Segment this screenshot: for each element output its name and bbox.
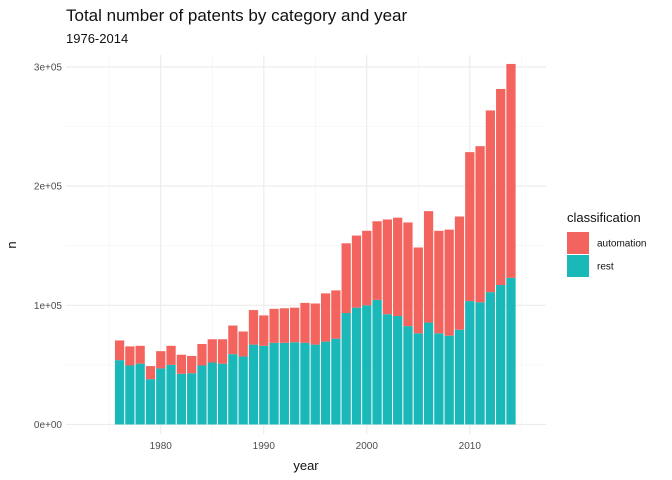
bar-rest-1987 bbox=[228, 354, 237, 424]
bar-rest-1996 bbox=[321, 342, 330, 425]
bar-automation-2004 bbox=[403, 222, 412, 326]
bar-automation-1985 bbox=[208, 339, 217, 362]
bar-rest-1976 bbox=[115, 360, 124, 424]
x-axis-title: year bbox=[293, 458, 319, 473]
bar-rest-1986 bbox=[218, 364, 227, 425]
bar-rest-1983 bbox=[187, 373, 196, 424]
y-tick-label: 2e+05 bbox=[34, 182, 63, 193]
y-tick-label: 1e+05 bbox=[34, 301, 63, 312]
bar-rest-1990 bbox=[259, 346, 268, 425]
y-tick-label: 0e+00 bbox=[34, 420, 63, 431]
chart-title: Total number of patents by category and … bbox=[66, 6, 407, 25]
bar-rest-2005 bbox=[414, 333, 423, 424]
bar-rest-1978 bbox=[136, 364, 145, 425]
legend-key-rest bbox=[567, 255, 589, 277]
chart-subtitle: 1976-2014 bbox=[66, 31, 128, 46]
x-tick-label: 1990 bbox=[253, 441, 276, 452]
bar-automation-2000 bbox=[362, 231, 371, 305]
bar-automation-1992 bbox=[280, 308, 289, 343]
bar-rest-2002 bbox=[383, 314, 392, 424]
bar-rest-1991 bbox=[269, 343, 278, 425]
bar-rest-2012 bbox=[486, 292, 495, 424]
bar-automation-1986 bbox=[218, 339, 227, 363]
bar-rest-1994 bbox=[300, 343, 309, 425]
bar-automation-1999 bbox=[352, 236, 361, 308]
y-axis-title: n bbox=[4, 241, 19, 248]
bar-rest-1982 bbox=[177, 374, 186, 425]
bar-rest-2003 bbox=[393, 316, 402, 424]
bar-rest-1988 bbox=[239, 357, 248, 425]
bar-rest-2010 bbox=[465, 301, 474, 424]
bar-automation-1990 bbox=[259, 315, 268, 345]
bar-automation-2008 bbox=[445, 230, 454, 336]
bar-automation-2003 bbox=[393, 218, 402, 316]
bar-automation-1988 bbox=[239, 332, 248, 357]
bar-automation-1987 bbox=[228, 326, 237, 355]
bar-automation-1996 bbox=[321, 293, 330, 341]
legend-key-automation bbox=[567, 232, 589, 254]
bar-automation-1980 bbox=[156, 351, 165, 368]
bar-automation-2006 bbox=[424, 211, 433, 322]
bar-automation-1991 bbox=[269, 309, 278, 343]
bar-automation-1976 bbox=[115, 340, 124, 360]
bar-automation-1995 bbox=[311, 303, 320, 344]
x-tick-label: 2000 bbox=[356, 441, 379, 452]
bar-rest-2001 bbox=[372, 300, 381, 425]
bar-rest-1999 bbox=[352, 308, 361, 425]
bar-rest-1989 bbox=[249, 345, 258, 425]
bar-automation-2011 bbox=[475, 146, 484, 302]
legend: classification automation rest bbox=[567, 210, 646, 277]
bar-rest-2006 bbox=[424, 323, 433, 425]
x-tick-label: 1980 bbox=[150, 441, 173, 452]
y-tick-label: 3e+05 bbox=[34, 62, 63, 73]
bar-automation-2010 bbox=[465, 152, 474, 301]
bar-rest-2008 bbox=[445, 336, 454, 425]
bar-rest-1977 bbox=[125, 365, 134, 424]
bar-rest-2004 bbox=[403, 326, 412, 424]
bar-rest-1993 bbox=[290, 342, 299, 424]
bar-automation-1989 bbox=[249, 310, 258, 345]
bar-rest-1979 bbox=[146, 379, 155, 424]
bar-automation-1983 bbox=[187, 356, 196, 373]
bar-automation-2009 bbox=[455, 216, 464, 329]
bar-rest-1995 bbox=[311, 345, 320, 425]
legend-title: classification bbox=[567, 210, 641, 225]
bar-rest-2011 bbox=[475, 302, 484, 424]
bar-automation-1984 bbox=[197, 344, 206, 365]
bar-rest-2000 bbox=[362, 305, 371, 424]
bar-automation-1977 bbox=[125, 346, 134, 365]
bar-automation-1979 bbox=[146, 366, 155, 379]
bar-rest-1997 bbox=[331, 339, 340, 425]
x-tick-label: 2010 bbox=[459, 441, 482, 452]
bar-automation-1978 bbox=[136, 346, 145, 364]
legend-label-automation: automation bbox=[597, 239, 646, 250]
bar-rest-1992 bbox=[280, 343, 289, 425]
bar-automation-1981 bbox=[166, 346, 175, 365]
bar-rest-2014 bbox=[506, 278, 515, 425]
bar-automation-2005 bbox=[414, 247, 423, 333]
bar-rest-1998 bbox=[342, 313, 351, 424]
bar-automation-2012 bbox=[486, 110, 495, 292]
bar-rest-2009 bbox=[455, 330, 464, 425]
bar-automation-2001 bbox=[372, 221, 381, 300]
bar-automation-1998 bbox=[342, 243, 351, 313]
bar-automation-2013 bbox=[496, 89, 505, 285]
bar-rest-1981 bbox=[166, 365, 175, 425]
bar-automation-1993 bbox=[290, 308, 299, 343]
bar-rest-1980 bbox=[156, 368, 165, 424]
bar-rest-2013 bbox=[496, 285, 505, 424]
bar-automation-1997 bbox=[331, 290, 340, 338]
bar-rest-1984 bbox=[197, 365, 206, 424]
bar-automation-2002 bbox=[383, 219, 392, 314]
bar-automation-2014 bbox=[506, 64, 515, 278]
legend-label-rest: rest bbox=[597, 262, 614, 273]
bar-automation-1994 bbox=[300, 303, 309, 343]
bar-rest-2007 bbox=[434, 333, 443, 424]
bar-automation-1982 bbox=[177, 355, 186, 374]
bar-automation-2007 bbox=[434, 231, 443, 333]
bar-rest-1985 bbox=[208, 362, 217, 424]
